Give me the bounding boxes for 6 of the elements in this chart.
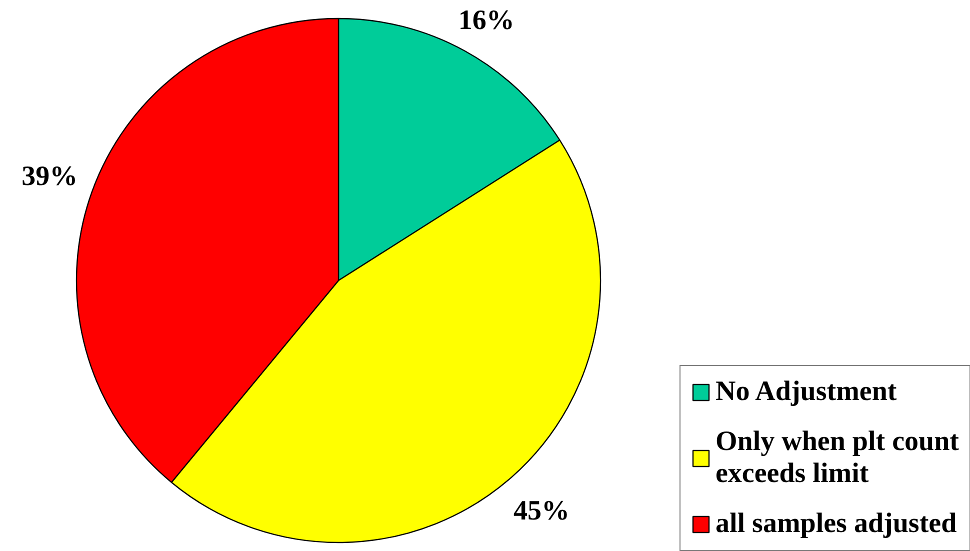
legend-label: No Adjustment [716, 376, 897, 408]
legend-label: Only when plt count exceeds limit [716, 426, 959, 490]
legend-label: all samples adjusted [716, 508, 957, 540]
data-label: 39% [22, 161, 78, 192]
data-label: 16% [458, 5, 514, 36]
data-label: 45% [514, 495, 570, 526]
